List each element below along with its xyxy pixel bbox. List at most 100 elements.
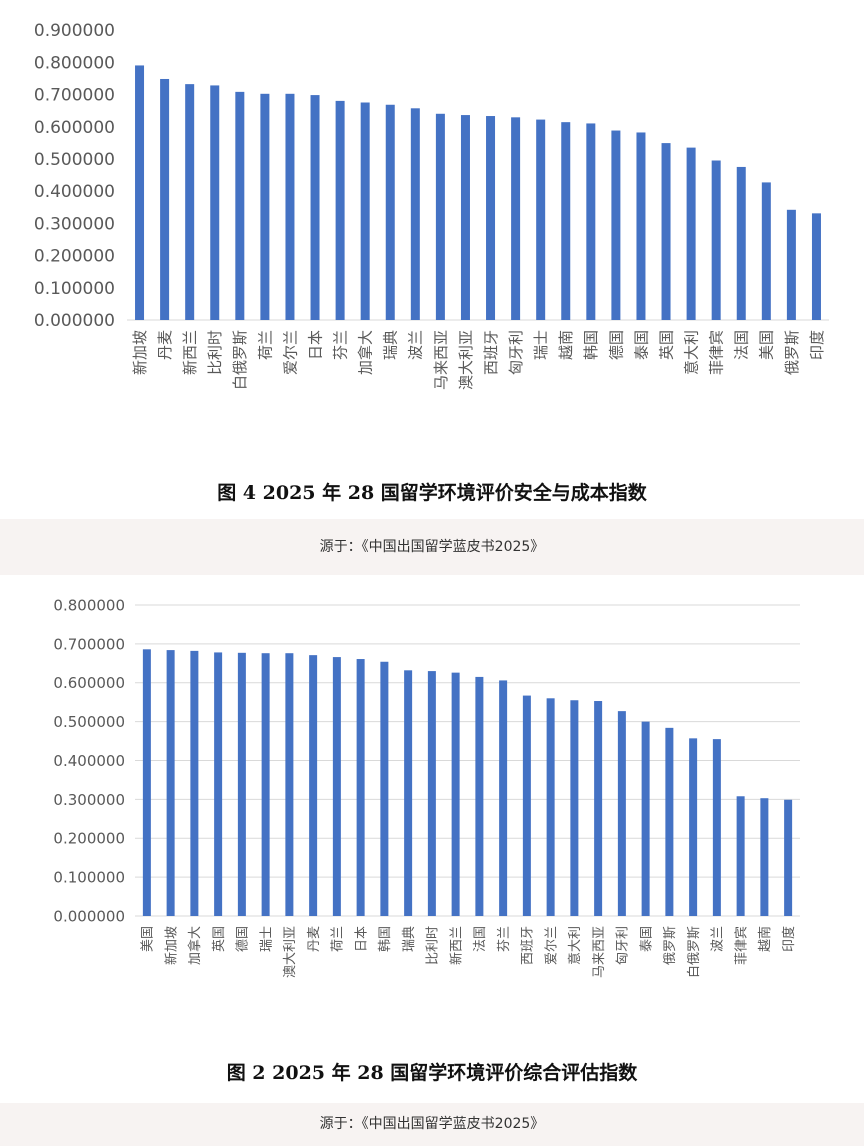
x-tick-label: 美国 bbox=[758, 330, 776, 360]
bar bbox=[594, 701, 603, 916]
bar bbox=[611, 130, 621, 320]
x-tick-label: 加拿大 bbox=[357, 330, 375, 375]
x-tick-label: 瑞典 bbox=[382, 330, 400, 360]
x-tick-label: 美国 bbox=[141, 926, 156, 952]
x-tick-label: 马来西亚 bbox=[592, 926, 607, 978]
x-tick-label: 芬兰 bbox=[332, 330, 350, 360]
bar bbox=[636, 132, 646, 320]
x-tick-label: 荷兰 bbox=[331, 926, 346, 952]
chart-safety-cost: 0.000000 0.100000 0.200000 0.300000 0.400000… bbox=[34, 21, 829, 390]
bar bbox=[784, 799, 793, 916]
y-tick-label: 0.900000 bbox=[34, 21, 115, 41]
x-tick-label: 德国 bbox=[236, 926, 251, 952]
bar bbox=[309, 655, 318, 916]
y-tick-label: 0.200000 bbox=[53, 830, 125, 848]
bar bbox=[736, 166, 746, 320]
y-tick-label: 0.300000 bbox=[34, 214, 115, 234]
x-tick-label: 丹麦 bbox=[307, 926, 322, 952]
x-tick-label: 越南 bbox=[557, 330, 575, 360]
x-tick-label: 比利时 bbox=[206, 330, 224, 375]
x-tick-label: 荷兰 bbox=[256, 330, 274, 360]
x-tick-label: 新加坡 bbox=[131, 330, 149, 375]
x-tick-label: 菲律宾 bbox=[733, 926, 749, 965]
x-tick-label: 丹麦 bbox=[156, 330, 174, 360]
x-tick-label: 泰国 bbox=[632, 330, 650, 360]
bar bbox=[160, 78, 170, 320]
bar bbox=[712, 739, 721, 916]
y-tick-label: 0.100000 bbox=[53, 869, 125, 887]
bar bbox=[586, 123, 596, 320]
x-tick-label: 瑞士 bbox=[532, 330, 550, 360]
bar bbox=[486, 116, 496, 321]
bar bbox=[536, 119, 546, 320]
bar bbox=[665, 727, 674, 916]
x-tick-label: 英国 bbox=[212, 926, 227, 952]
y-tick-label: 0.700000 bbox=[53, 635, 125, 653]
bar bbox=[711, 160, 721, 320]
y-tick-label: 0.100000 bbox=[34, 279, 115, 299]
y-tick-label: 0.300000 bbox=[53, 791, 125, 809]
bar bbox=[260, 93, 270, 320]
bar bbox=[142, 649, 151, 916]
x-tick-label: 瑞典 bbox=[402, 926, 417, 952]
x-tick-label: 法国 bbox=[473, 926, 488, 952]
x-tick-label: 泰国 bbox=[639, 926, 654, 952]
source-caption-1: 源于：《中国出国留学蓝皮书2025》 bbox=[0, 519, 864, 575]
bar bbox=[475, 676, 484, 916]
y-tick-label: 0.200000 bbox=[34, 247, 115, 267]
bar bbox=[460, 115, 470, 320]
source-caption-2: 源于：《中国出国留学蓝皮书2025》 bbox=[0, 1103, 864, 1146]
x-tick-label: 新西兰 bbox=[181, 330, 199, 375]
x-tick-label: 日本 bbox=[354, 926, 369, 952]
x-tick-label: 爱尔兰 bbox=[281, 330, 299, 375]
bar bbox=[210, 85, 220, 320]
x-tick-label: 韩国 bbox=[378, 926, 393, 952]
x-tick-label: 英国 bbox=[657, 330, 675, 360]
bar bbox=[166, 650, 175, 916]
bar bbox=[285, 93, 295, 320]
x-tick-label: 芬兰 bbox=[497, 926, 512, 952]
y-tick-label: 0.600000 bbox=[34, 118, 115, 138]
bar bbox=[356, 659, 365, 916]
x-tick-label: 匈牙利 bbox=[507, 330, 525, 375]
bar bbox=[499, 680, 508, 916]
bar bbox=[760, 798, 769, 916]
chart-panel-composite: 0.000000 0.100000 0.200000 0.300000 0.400000… bbox=[0, 575, 864, 1103]
bar bbox=[761, 182, 771, 320]
bar bbox=[786, 209, 796, 320]
x-tick-label: 白俄罗斯 bbox=[686, 926, 702, 978]
figure-title-composite: 图 2 2025 年 28 国留学环境评价综合评估指数 bbox=[226, 1062, 638, 1084]
x-tick-label: 俄罗斯 bbox=[663, 926, 678, 965]
bar bbox=[689, 738, 698, 916]
x-tick-label: 波兰 bbox=[711, 926, 726, 952]
chart-panel-safety-cost: 0.000000 0.100000 0.200000 0.300000 0.400000… bbox=[0, 0, 864, 519]
bar bbox=[332, 657, 341, 916]
x-tick-label: 印度 bbox=[808, 330, 826, 360]
bar bbox=[661, 143, 671, 320]
y-tick-label: 0.700000 bbox=[34, 86, 115, 106]
bar bbox=[214, 652, 223, 916]
bar bbox=[435, 113, 445, 321]
bar bbox=[380, 661, 389, 916]
bar bbox=[235, 91, 245, 320]
bar bbox=[360, 102, 370, 320]
y-tick-label: 0.400000 bbox=[34, 182, 115, 202]
bar bbox=[522, 695, 531, 916]
bar bbox=[404, 670, 413, 916]
x-tick-label: 澳大利亚 bbox=[282, 926, 298, 978]
bar bbox=[570, 700, 579, 916]
bar bbox=[561, 122, 571, 321]
bar bbox=[185, 84, 195, 320]
bar bbox=[511, 117, 521, 320]
bar bbox=[811, 213, 821, 320]
x-tick-label: 日本 bbox=[306, 330, 324, 360]
x-tick-label: 西班牙 bbox=[521, 926, 536, 965]
bar bbox=[135, 65, 145, 320]
bar bbox=[385, 104, 395, 320]
y-tick-label: 0.000000 bbox=[53, 907, 125, 925]
y-tick-label: 0.800000 bbox=[34, 53, 115, 73]
x-tick-label: 白俄罗斯 bbox=[231, 330, 249, 390]
figure-title-safety-cost: 图 4 2025 年 28 国留学环境评价安全与成本指数 bbox=[217, 482, 647, 504]
x-tick-label: 俄罗斯 bbox=[783, 330, 801, 375]
x-tick-label: 新西兰 bbox=[448, 926, 464, 965]
